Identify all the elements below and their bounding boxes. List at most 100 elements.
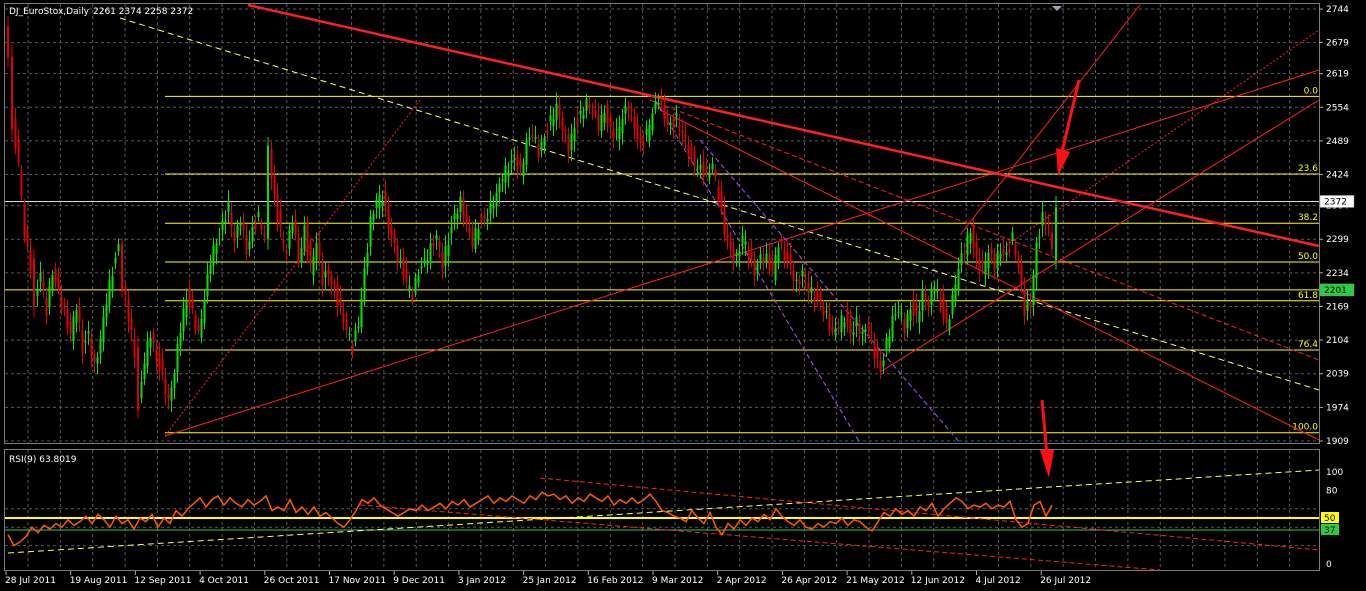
candle-body — [819, 292, 822, 303]
candle-body — [435, 235, 438, 240]
candle-body — [597, 113, 600, 131]
candle-body — [336, 284, 339, 307]
candle-body — [78, 306, 81, 322]
chart-ohlc-readout: 2261 2374 2258 2372 — [93, 7, 193, 17]
price-candles — [7, 16, 1057, 419]
candle-body — [513, 157, 516, 161]
candle-body — [137, 347, 139, 411]
candle-body — [402, 259, 405, 277]
candle-body — [127, 299, 130, 322]
trend-drawings — [119, 3, 1320, 444]
candle-body — [594, 110, 597, 114]
candle-body — [36, 288, 39, 296]
candle-body — [570, 133, 573, 151]
candle-body — [642, 141, 645, 147]
candle-body — [744, 241, 747, 245]
candle-body — [1029, 302, 1032, 307]
candle-body — [585, 98, 588, 112]
time-tick-label: 21 May 2012 — [846, 576, 905, 586]
candle-body — [612, 130, 615, 139]
candle-body — [300, 248, 303, 263]
candle-body — [723, 206, 726, 234]
candle-body — [933, 291, 936, 293]
candle-body — [167, 393, 170, 399]
candle-body — [573, 128, 576, 142]
candle-body — [537, 144, 540, 157]
scroll-marker-icon[interactable] — [1052, 6, 1062, 11]
candle-body — [405, 268, 408, 283]
candle-body — [215, 243, 218, 255]
candle-body — [130, 319, 133, 331]
candle-body — [765, 253, 768, 263]
candle-body — [170, 387, 173, 401]
time-tick-label: 16 Feb 2012 — [587, 576, 643, 586]
price-tick-label: 1974 — [1326, 403, 1349, 413]
candle-body — [630, 108, 633, 112]
candle-body — [29, 249, 32, 271]
candle-body — [489, 202, 492, 214]
candle-body — [224, 221, 227, 223]
candle-body — [152, 333, 155, 343]
candle-body — [315, 242, 318, 261]
candle-body — [306, 222, 309, 255]
candle-body — [942, 294, 945, 319]
candle-body — [390, 225, 393, 236]
candle-body — [486, 218, 489, 222]
candle-body — [624, 105, 627, 114]
candle-body — [333, 286, 336, 289]
time-tick-label: 2 Apr 2012 — [717, 576, 767, 586]
time-tick-label: 17 Nov 2011 — [329, 576, 387, 586]
candle-body — [1008, 249, 1011, 253]
candle-body — [825, 311, 828, 313]
candle-body — [218, 234, 221, 236]
candle-body — [972, 224, 975, 248]
candle-body — [801, 270, 804, 277]
fib-level-label: 0.0 — [1304, 86, 1319, 96]
candle-body — [309, 242, 312, 264]
rsi-plot-frame — [4, 449, 1320, 571]
candle-body — [516, 155, 519, 170]
candle-body — [239, 223, 242, 226]
candle-body — [387, 206, 390, 229]
candle-body — [693, 150, 696, 167]
candle-body — [456, 213, 459, 219]
candle-body — [831, 327, 834, 333]
rsi-trendline-up — [7, 469, 1320, 554]
candle-body — [780, 241, 783, 244]
candle-body — [378, 194, 381, 209]
candle-body — [690, 147, 693, 152]
candle-body — [549, 115, 552, 122]
fib-level-label: 38.2 — [1298, 213, 1318, 223]
candle-body — [507, 172, 510, 177]
candle-body — [185, 299, 188, 318]
fib-level-label: 50.0 — [1298, 252, 1318, 262]
candle-body — [444, 246, 447, 266]
candle-body — [498, 183, 501, 193]
candle-body — [263, 233, 266, 237]
candle-body — [975, 242, 978, 257]
candle-body — [420, 266, 423, 269]
candle-body — [681, 130, 684, 134]
candle-body — [885, 337, 888, 351]
candle-body — [1041, 211, 1044, 226]
candle-body — [525, 140, 528, 165]
candle-body — [182, 308, 185, 332]
candle-body — [648, 124, 651, 142]
time-tick-label: 3 Jan 2012 — [458, 576, 506, 586]
candle-body — [477, 229, 480, 240]
time-axis: 28 Jul 2011 19 Aug 2011 12 Sep 2011 4 Oct 2… — [5, 571, 1091, 586]
candle-body — [816, 289, 819, 299]
candle-body — [609, 117, 612, 127]
fib-level-label: 76.4 — [1298, 340, 1318, 350]
uptrend-line-recent — [879, 99, 1320, 373]
candle-body — [474, 227, 477, 249]
candle-body — [87, 331, 90, 334]
time-tick-label: 12 Sep 2011 — [134, 576, 191, 586]
main-downtrend-line — [247, 3, 1320, 248]
price-tick-label: 2104 — [1326, 336, 1349, 346]
candle-body — [954, 284, 957, 302]
candle-body — [639, 137, 642, 143]
candle-body — [987, 252, 990, 269]
candle-body — [146, 341, 149, 367]
